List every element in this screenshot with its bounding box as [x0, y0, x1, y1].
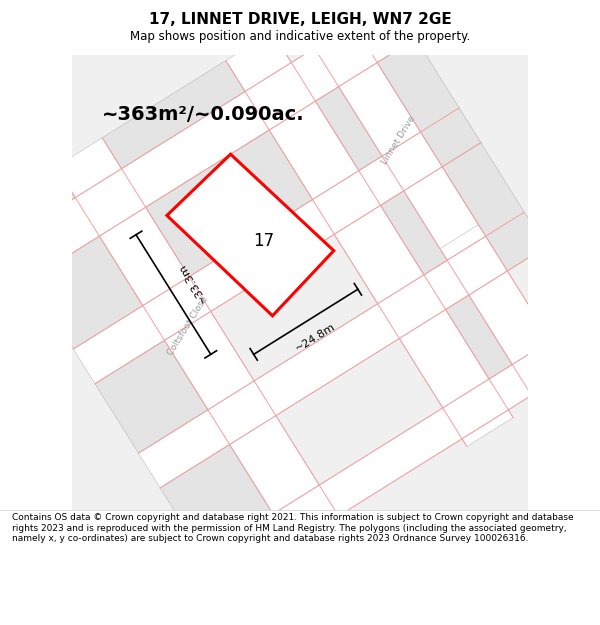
Polygon shape [160, 444, 273, 558]
Text: 17: 17 [253, 232, 274, 250]
Polygon shape [442, 142, 546, 271]
Polygon shape [377, 39, 481, 167]
Polygon shape [295, 0, 478, 249]
Polygon shape [316, 87, 382, 171]
Polygon shape [139, 212, 546, 488]
Text: Contains OS data © Crown copyright and database right 2021. This information is : Contains OS data © Crown copyright and d… [12, 514, 574, 543]
Polygon shape [56, 138, 343, 552]
Polygon shape [167, 154, 334, 316]
Polygon shape [446, 295, 512, 379]
Text: ~33.3m: ~33.3m [176, 261, 209, 304]
Text: Coltsfoot Close: Coltsfoot Close [166, 294, 209, 357]
Polygon shape [30, 236, 143, 349]
Text: Map shows position and indicative extent of the property.: Map shows position and indicative extent… [130, 30, 470, 43]
Polygon shape [146, 130, 313, 277]
Text: ~363m²/~0.090ac.: ~363m²/~0.090ac. [102, 105, 305, 124]
Polygon shape [6, 0, 416, 279]
Polygon shape [295, 0, 575, 403]
Polygon shape [95, 341, 208, 453]
Text: ~24.8m: ~24.8m [293, 321, 337, 354]
Polygon shape [73, 108, 481, 384]
Text: Linnet Drive: Linnet Drive [380, 114, 418, 166]
Polygon shape [226, 32, 513, 446]
Polygon shape [0, 167, 75, 241]
Polygon shape [203, 316, 600, 588]
Text: 17, LINNET DRIVE, LEIGH, WN7 2GE: 17, LINNET DRIVE, LEIGH, WN7 2GE [149, 12, 451, 27]
Polygon shape [102, 61, 245, 169]
Polygon shape [380, 191, 447, 275]
